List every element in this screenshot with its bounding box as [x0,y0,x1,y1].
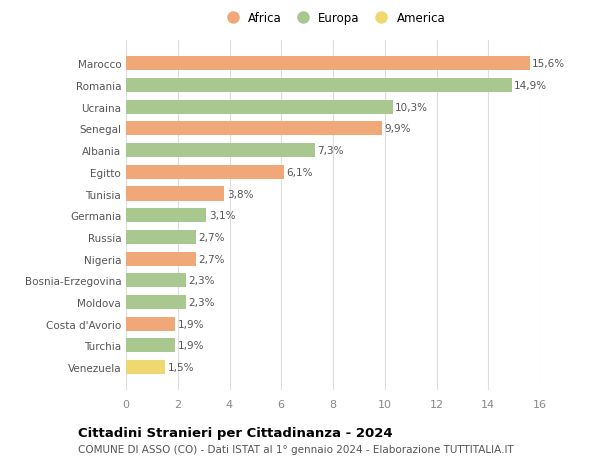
Text: 3,8%: 3,8% [227,189,253,199]
Bar [126,165,284,179]
Bar [126,360,165,374]
Bar [126,187,224,201]
Bar [126,252,196,266]
Bar [126,79,512,93]
Legend: Africa, Europa, America: Africa, Europa, America [221,12,445,25]
Bar [126,122,382,136]
Text: 2,3%: 2,3% [188,297,215,308]
Text: 1,9%: 1,9% [178,319,204,329]
Text: 6,1%: 6,1% [286,168,313,178]
Text: 2,7%: 2,7% [199,232,225,242]
Text: 15,6%: 15,6% [532,59,565,69]
Text: 2,3%: 2,3% [188,276,215,285]
Bar [126,144,315,158]
Bar [126,209,206,223]
Text: 9,9%: 9,9% [385,124,411,134]
Bar [126,230,196,244]
Bar [126,274,185,288]
Text: 1,9%: 1,9% [178,341,204,351]
Text: 10,3%: 10,3% [395,102,428,112]
Bar [126,317,175,331]
Bar [126,295,185,309]
Text: 1,5%: 1,5% [167,362,194,372]
Bar [126,57,530,71]
Bar [126,339,175,353]
Bar [126,101,392,115]
Text: 14,9%: 14,9% [514,81,547,91]
Text: 2,7%: 2,7% [199,254,225,264]
Text: COMUNE DI ASSO (CO) - Dati ISTAT al 1° gennaio 2024 - Elaborazione TUTTITALIA.IT: COMUNE DI ASSO (CO) - Dati ISTAT al 1° g… [78,444,514,454]
Text: 7,3%: 7,3% [317,146,344,156]
Text: Cittadini Stranieri per Cittadinanza - 2024: Cittadini Stranieri per Cittadinanza - 2… [78,426,392,439]
Text: 3,1%: 3,1% [209,211,235,221]
